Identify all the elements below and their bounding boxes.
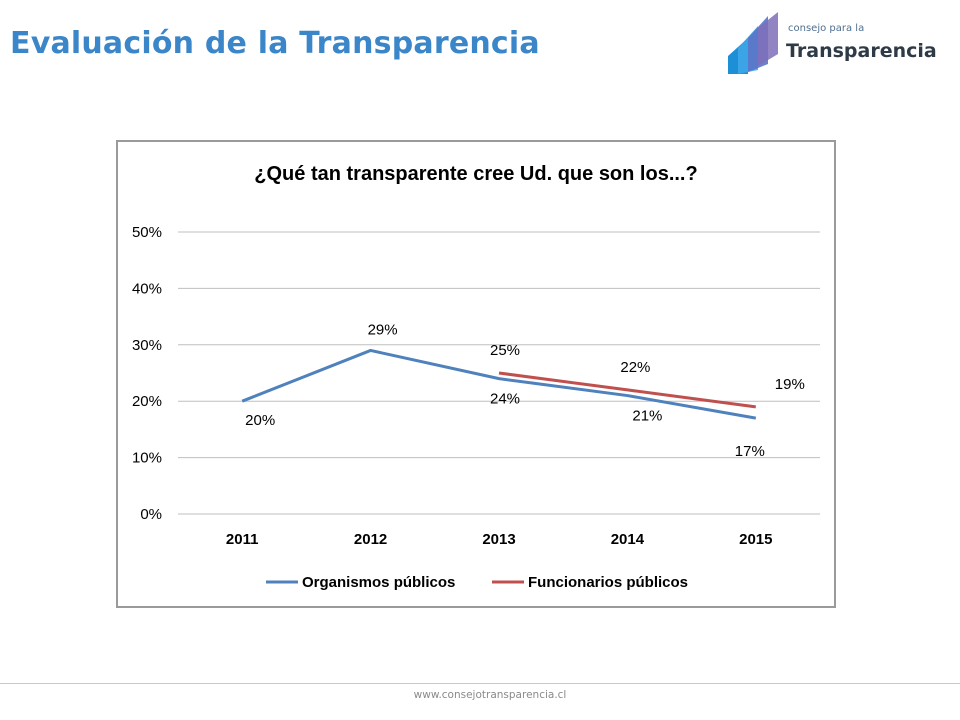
slide-title: Evaluación de la Transparencia — [10, 26, 540, 61]
series-line-funcionarios — [498, 371, 756, 409]
line-chart: ¿Qué tan transparente cree Ud. que son l… — [132, 163, 820, 591]
y-tick-label: 40% — [132, 280, 162, 297]
data-label: 22% — [620, 359, 650, 376]
x-tick-label: 2015 — [739, 531, 772, 548]
y-tick-label: 30% — [132, 337, 162, 354]
x-tick-label: 2014 — [611, 531, 645, 548]
series-line-organismos — [241, 348, 757, 420]
chart-frame: ¿Qué tan transparente cree Ud. que son l… — [116, 140, 836, 608]
y-tick-label: 50% — [132, 224, 162, 241]
legend-label: Funcionarios públicos — [528, 574, 688, 591]
y-tick-label: 20% — [132, 393, 162, 410]
data-label: 24% — [490, 391, 520, 408]
logo: consejo para la Transparencia — [724, 8, 937, 78]
data-label: 19% — [775, 376, 805, 393]
data-label: 25% — [490, 342, 520, 359]
data-label: 29% — [368, 321, 398, 338]
logo-line2: Transparencia — [786, 40, 937, 62]
x-tick-label: 2013 — [482, 531, 515, 548]
chart-title: ¿Qué tan transparente cree Ud. que son l… — [254, 163, 697, 185]
footer-divider — [0, 683, 960, 684]
y-tick-label: 0% — [140, 506, 162, 523]
x-tick-label: 2011 — [226, 531, 259, 548]
y-tick-label: 10% — [132, 450, 162, 467]
legend-label: Organismos públicos — [302, 574, 455, 591]
data-label: 17% — [735, 443, 765, 460]
data-label: 21% — [632, 408, 662, 425]
data-label: 20% — [245, 412, 275, 429]
x-tick-label: 2012 — [354, 531, 387, 548]
footer-url: www.consejotransparencia.cl — [413, 689, 567, 701]
logo-line1: consejo para la — [788, 23, 865, 34]
logo-icon — [728, 12, 778, 74]
